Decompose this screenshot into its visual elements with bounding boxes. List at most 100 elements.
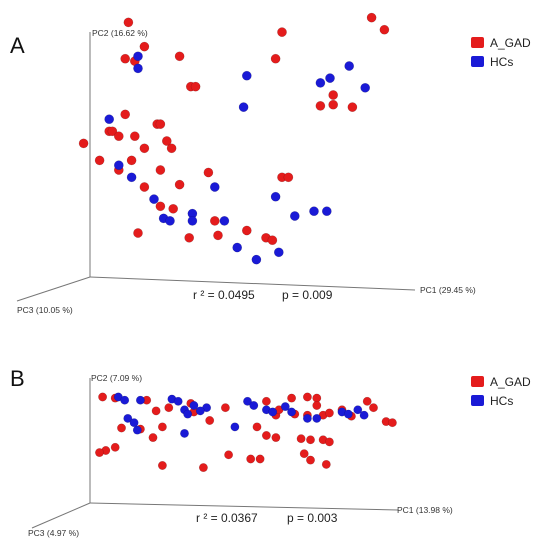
panel-a-point-a-gad-31 — [283, 172, 294, 183]
panel-a-point-a-gad-10 — [270, 53, 281, 64]
panel-a-point-a-gad-39 — [241, 225, 252, 236]
panel-b-point-hcs-12 — [195, 406, 205, 416]
panel-a-point-a-gad-22 — [161, 136, 172, 146]
panel-b-point-hcs-11 — [183, 409, 193, 419]
panel-b-pc2-label: PC2 (7.09 %) — [91, 373, 142, 383]
panel-b-point-hcs-14 — [249, 401, 259, 410]
panel-b-pc1-axis — [89, 502, 399, 511]
panel-a-point-hcs-22 — [232, 242, 243, 253]
panel-b-point-a-gad-2 — [151, 406, 161, 416]
panel-a-point-a-gad-24 — [78, 138, 89, 149]
panel-b-point-a-gad-39 — [324, 437, 334, 447]
panel-a-legend: A_GAD HCs — [471, 36, 531, 69]
panel-a-point-a-gad-6 — [190, 81, 201, 92]
panel-a-point-a-gad-23 — [166, 143, 177, 154]
panel-a-point-a-gad-7 — [366, 12, 377, 23]
panel-a-point-a-gad-2 — [120, 53, 131, 64]
panel-b-point-hcs-17 — [280, 402, 290, 412]
panel-a-point-hcs-4 — [315, 78, 326, 88]
panel-b-point-a-gad-36 — [296, 434, 306, 444]
panel-b-point-hcs-20 — [312, 413, 322, 423]
panel-a-legend-label-hcs: HCs — [490, 55, 513, 69]
panel-a-point-a-gad-41 — [267, 235, 278, 246]
panel-b-point-a-gad-30 — [324, 408, 334, 418]
panel-a-point-a-gad-32 — [94, 155, 105, 166]
panel-a-r2-stat: r ² = 0.0495 — [193, 288, 255, 302]
panel-a-point-hcs-16 — [219, 216, 230, 226]
panel-a-legend-swatch-hcs — [471, 56, 484, 67]
panel-a-points — [78, 12, 390, 265]
panel-b-point-a-gad-35 — [271, 433, 281, 443]
panel-b-point-hcs-18 — [287, 407, 297, 417]
panel-a-point-hcs-20 — [321, 206, 332, 217]
panel-a-point-hcs-19 — [309, 206, 319, 217]
panel-b-point-a-gad-41 — [255, 454, 265, 464]
panel-a-point-hcs-21 — [187, 216, 198, 226]
panel-b-legend-label-agad: A_GAD — [490, 375, 531, 389]
panel-a-point-hcs-7 — [360, 82, 371, 93]
panel-a-point-a-gad-28 — [174, 179, 185, 190]
panel-b-point-a-gad-7 — [117, 423, 126, 433]
panel-b-point-a-gad-43 — [198, 463, 208, 473]
panel-b-pc3-label: PC3 (4.97 %) — [28, 528, 79, 538]
panel-a-point-hcs-18 — [289, 211, 300, 221]
panel-a: A PC2 (16.62 %) PC1 (29.45 %) PC3 (10.05… — [10, 12, 531, 315]
panel-a-point-a-gad-18 — [113, 131, 124, 142]
panel-a-point-a-gad-25 — [126, 155, 137, 166]
panel-b-point-a-gad-12 — [95, 448, 104, 458]
panel-b-legend-swatch-hcs — [471, 395, 484, 406]
panel-a-point-hcs-13 — [165, 216, 175, 226]
panel-b: B PC2 (7.09 %) PC1 (13.98 %) PC3 (4.97 %… — [10, 366, 531, 538]
panel-b-point-a-gad-6 — [98, 392, 108, 402]
panel-a-point-hcs-0 — [133, 51, 143, 62]
panel-b-point-a-gad-23 — [362, 396, 372, 406]
panel-a-point-hcs-11 — [149, 194, 159, 204]
panel-b-point-hcs-22 — [343, 409, 353, 419]
panel-b-pc1-label: PC1 (13.98 %) — [397, 505, 453, 515]
panel-a-point-a-gad-37 — [209, 216, 220, 226]
panel-b-point-hcs-13 — [243, 396, 252, 406]
panel-b-legend: A_GAD HCs — [471, 375, 531, 408]
panel-a-point-hcs-24 — [251, 254, 262, 265]
panel-a-point-hcs-15 — [209, 182, 220, 192]
panel-b-point-hcs-1 — [120, 395, 130, 405]
panel-a-point-hcs-5 — [325, 73, 335, 83]
panel-a-point-a-gad-12 — [328, 99, 339, 110]
panel-a-pc1-label: PC1 (29.45 %) — [420, 285, 476, 295]
panel-b-point-hcs-5 — [189, 401, 199, 410]
panel-b-legend-label-hcs: HCs — [490, 394, 513, 408]
panel-b-point-a-gad-44 — [299, 449, 309, 459]
panel-a-point-hcs-6 — [344, 61, 355, 71]
panel-a-point-a-gad-0 — [123, 17, 134, 28]
panel-a-pc1-axis — [89, 276, 416, 291]
panel-a-point-a-gad-36 — [168, 203, 179, 214]
panel-b-point-a-gad-16 — [261, 396, 271, 406]
panel-b-point-hcs-8 — [129, 418, 139, 428]
panel-b-point-hcs-19 — [302, 413, 312, 423]
panel-b-point-a-gad-9 — [157, 422, 167, 432]
panel-b-points — [95, 392, 397, 473]
panel-b-point-a-gad-47 — [157, 461, 167, 470]
panel-b-letter: B — [10, 366, 25, 391]
panel-b-point-a-gad-46 — [321, 459, 331, 469]
panel-a-point-a-gad-13 — [315, 101, 326, 111]
panel-b-point-hcs-4 — [173, 396, 183, 406]
panel-b-point-hcs-16 — [268, 407, 278, 417]
panel-b-point-a-gad-32 — [387, 418, 397, 428]
panel-b-point-a-gad-15 — [220, 403, 230, 413]
panel-a-point-a-gad-1 — [139, 41, 150, 52]
panel-a-point-hcs-8 — [104, 114, 115, 125]
panel-b-point-a-gad-14 — [205, 416, 215, 425]
panel-a-point-a-gad-21 — [155, 119, 166, 129]
panel-b-point-hcs-25 — [359, 410, 369, 420]
panel-b-point-hcs-26 — [180, 428, 189, 438]
panel-a-pc3-label: PC3 (10.05 %) — [17, 305, 73, 315]
panel-a-letter: A — [10, 33, 25, 58]
panel-a-point-a-gad-27 — [155, 165, 166, 175]
panel-a-point-hcs-1 — [133, 63, 143, 74]
panel-a-point-a-gad-38 — [213, 230, 223, 241]
panel-a-point-a-gad-9 — [277, 27, 287, 37]
panel-a-legend-swatch-agad — [471, 37, 484, 48]
panel-b-point-a-gad-33 — [252, 422, 262, 432]
